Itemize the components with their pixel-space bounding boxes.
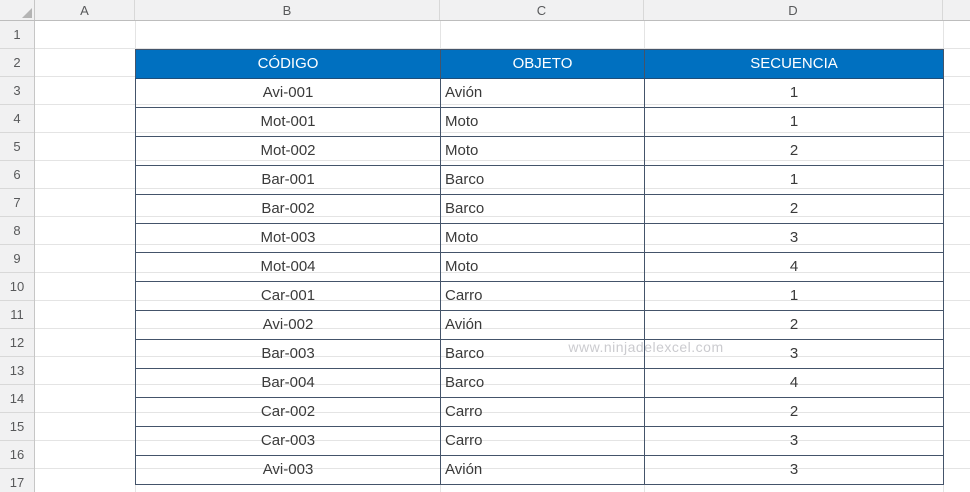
cell-secuencia[interactable]: 4 [644, 252, 944, 282]
table-row: Mot-002 Moto 2 [135, 136, 944, 166]
table-row: Bar-002 Barco 2 [135, 194, 944, 224]
table-row: Car-003 Carro 3 [135, 426, 944, 456]
cell-secuencia[interactable]: 1 [644, 78, 944, 108]
cell-objeto[interactable]: Avión [440, 455, 645, 485]
cell-codigo[interactable]: Car-003 [135, 426, 441, 456]
row-header-9[interactable]: 9 [0, 245, 34, 273]
table-row: Mot-004 Moto 4 [135, 252, 944, 282]
table-row: Avi-001 Avión 1 [135, 78, 944, 108]
row-header-4[interactable]: 4 [0, 105, 34, 133]
cell-codigo[interactable]: Bar-004 [135, 368, 441, 398]
cell-secuencia[interactable]: 2 [644, 397, 944, 427]
cell-codigo[interactable]: Mot-001 [135, 107, 441, 137]
row-header-1[interactable]: 1 [0, 21, 34, 49]
cell-objeto[interactable]: Carro [440, 397, 645, 427]
table-header-row: CÓDIGO OBJETO SECUENCIA [135, 49, 944, 79]
table-row: Car-001 Carro 1 [135, 281, 944, 311]
cell-secuencia[interactable]: 1 [644, 107, 944, 137]
select-all-corner[interactable] [0, 0, 35, 20]
cell-secuencia[interactable]: 2 [644, 310, 944, 340]
column-header-c[interactable]: C [440, 0, 644, 20]
cell-codigo[interactable]: Car-001 [135, 281, 441, 311]
cell-objeto[interactable]: Carro [440, 281, 645, 311]
header-cell-secuencia[interactable]: SECUENCIA [644, 49, 944, 79]
cell-secuencia[interactable]: 1 [644, 165, 944, 195]
cell-objeto[interactable]: Moto [440, 107, 645, 137]
row-header-bar: 1 2 3 4 5 6 7 8 9 10 11 12 13 14 15 16 1… [0, 21, 35, 492]
row-header-12[interactable]: 12 [0, 329, 34, 357]
table-row: Mot-001 Moto 1 [135, 107, 944, 137]
row-header-16[interactable]: 16 [0, 441, 34, 469]
cell-codigo[interactable]: Avi-001 [135, 78, 441, 108]
row-header-14[interactable]: 14 [0, 385, 34, 413]
cell-objeto[interactable]: Carro [440, 426, 645, 456]
cell-codigo[interactable]: Mot-004 [135, 252, 441, 282]
row-header-5[interactable]: 5 [0, 133, 34, 161]
column-header-bar: A B C D [0, 0, 970, 21]
cell-objeto[interactable]: Moto [440, 223, 645, 253]
row-header-8[interactable]: 8 [0, 217, 34, 245]
row-header-13[interactable]: 13 [0, 357, 34, 385]
cell-secuencia[interactable]: 4 [644, 368, 944, 398]
cell-secuencia[interactable]: 2 [644, 136, 944, 166]
table-row: Bar-001 Barco 1 [135, 165, 944, 195]
cell-codigo[interactable]: Mot-003 [135, 223, 441, 253]
cell-secuencia[interactable]: 3 [644, 223, 944, 253]
row-header-7[interactable]: 7 [0, 189, 34, 217]
cell-objeto[interactable]: Avión [440, 78, 645, 108]
table-row: Avi-002 Avión 2 [135, 310, 944, 340]
column-header-d[interactable]: D [644, 0, 943, 20]
cell-codigo[interactable]: Avi-003 [135, 455, 441, 485]
column-header-b[interactable]: B [135, 0, 440, 20]
cell-objeto[interactable]: Barco [440, 368, 645, 398]
cell-objeto[interactable]: Barco [440, 165, 645, 195]
cell-codigo[interactable]: Avi-002 [135, 310, 441, 340]
data-table: CÓDIGO OBJETO SECUENCIA Avi-001 Avión 1 … [135, 49, 944, 485]
column-header-e[interactable] [943, 0, 970, 20]
cell-secuencia[interactable]: 3 [644, 426, 944, 456]
row-header-11[interactable]: 11 [0, 301, 34, 329]
row-header-10[interactable]: 10 [0, 273, 34, 301]
cell-codigo[interactable]: Bar-002 [135, 194, 441, 224]
table-row: Mot-003 Moto 3 [135, 223, 944, 253]
cell-objeto[interactable]: Barco [440, 194, 645, 224]
table-row: Bar-004 Barco 4 [135, 368, 944, 398]
row-header-2[interactable]: 2 [0, 49, 34, 77]
row-header-17[interactable]: 17 [0, 469, 34, 492]
row-header-6[interactable]: 6 [0, 161, 34, 189]
cell-grid[interactable]: www.ninjadelexcel.com CÓDIGO OBJETO SECU… [35, 21, 970, 492]
table-row: Bar-003 Barco 3 [135, 339, 944, 369]
table-row: Car-002 Carro 2 [135, 397, 944, 427]
column-header-a[interactable]: A [35, 0, 135, 20]
gridline-d-e [943, 21, 944, 492]
cell-codigo[interactable]: Mot-002 [135, 136, 441, 166]
cell-objeto[interactable]: Moto [440, 136, 645, 166]
cell-secuencia[interactable]: 3 [644, 339, 944, 369]
cell-objeto[interactable]: Barco [440, 339, 645, 369]
cell-codigo[interactable]: Bar-003 [135, 339, 441, 369]
header-cell-objeto[interactable]: OBJETO [440, 49, 645, 79]
cell-secuencia[interactable]: 2 [644, 194, 944, 224]
cell-secuencia[interactable]: 3 [644, 455, 944, 485]
cell-secuencia[interactable]: 1 [644, 281, 944, 311]
header-cell-codigo[interactable]: CÓDIGO [135, 49, 441, 79]
row-header-3[interactable]: 3 [0, 77, 34, 105]
cell-objeto[interactable]: Moto [440, 252, 645, 282]
cell-codigo[interactable]: Bar-001 [135, 165, 441, 195]
table-row: Avi-003 Avión 3 [135, 455, 944, 485]
cell-codigo[interactable]: Car-002 [135, 397, 441, 427]
cell-objeto[interactable]: Avión [440, 310, 645, 340]
row-header-15[interactable]: 15 [0, 413, 34, 441]
